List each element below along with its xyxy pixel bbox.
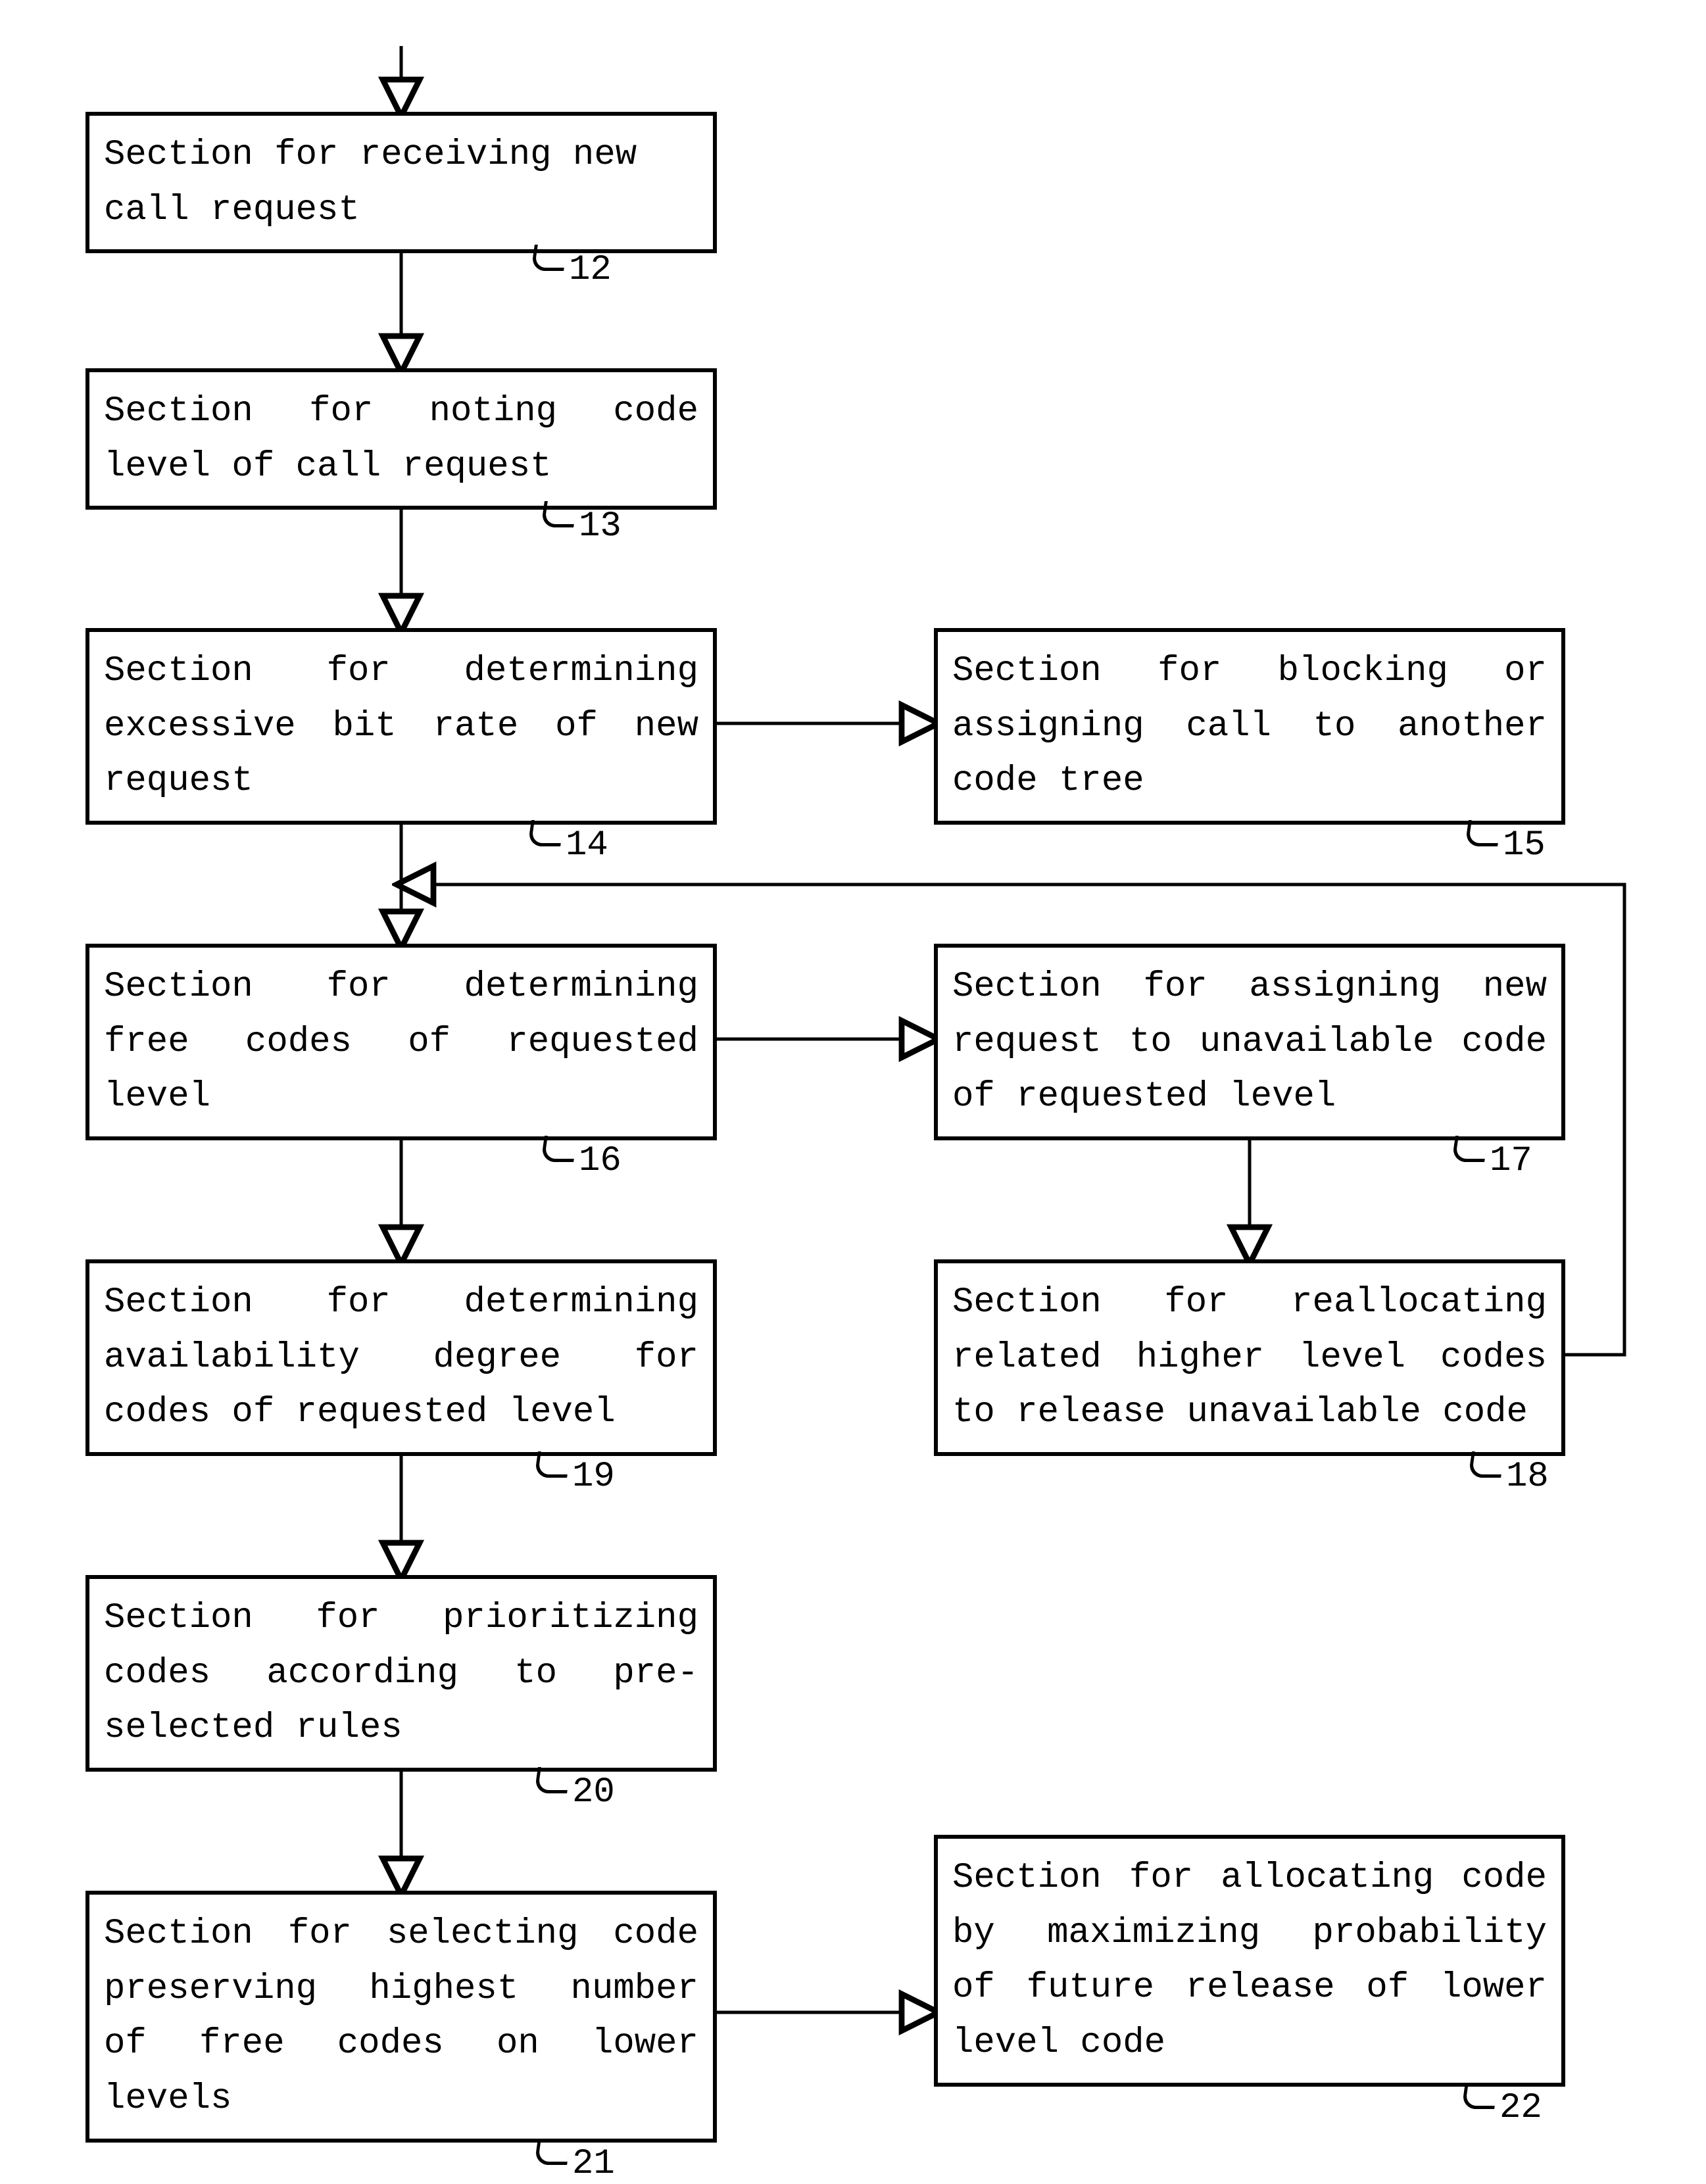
node-18-line-2: to release unavailable code	[952, 1385, 1547, 1440]
ref-label-14: 14	[566, 825, 608, 865]
node-19-line-1: availability degree for	[104, 1330, 698, 1386]
node-22-line-1: by maximizing probability	[952, 1906, 1547, 1961]
ref-tick-15	[1465, 820, 1501, 846]
ref-tick-16	[541, 1136, 577, 1162]
ref-label-21: 21	[572, 2144, 615, 2184]
ref-tick-22	[1461, 2083, 1498, 2109]
ref-tick-17	[1451, 1136, 1488, 1162]
node-20: Section for prioritizingcodes according …	[85, 1575, 717, 1772]
ref-label-13: 13	[579, 506, 621, 546]
node-12: Section for receiving new call request	[85, 112, 717, 253]
node-22-line-2: of future release of lower	[952, 1960, 1547, 2016]
node-15: Section for blocking orassigning call to…	[934, 628, 1565, 825]
node-20-line-1: codes according to pre-	[104, 1646, 698, 1701]
ref-tick-14	[527, 820, 564, 846]
ref-tick-19	[534, 1451, 571, 1478]
node-19-line-0: Section for determining	[104, 1275, 698, 1330]
node-15-line-2: code tree	[952, 754, 1547, 809]
node-18-line-0: Section for reallocating	[952, 1275, 1547, 1330]
node-14-line-0: Section for determining	[104, 644, 698, 699]
node-17-line-2: of requested level	[952, 1069, 1547, 1125]
ref-label-12: 12	[569, 250, 612, 290]
node-14: Section for determiningexcessive bit rat…	[85, 628, 717, 825]
ref-tick-12	[531, 245, 568, 271]
node-16-line-0: Section for determining	[104, 959, 698, 1015]
node-22-line-0: Section for allocating code	[952, 1851, 1547, 1906]
node-20-line-0: Section for prioritizing	[104, 1591, 698, 1646]
node-20-line-2: selected rules	[104, 1701, 698, 1756]
node-17-line-1: request to unavailable code	[952, 1015, 1547, 1070]
node-16: Section for determiningfree codes of req…	[85, 944, 717, 1140]
ref-tick-18	[1468, 1451, 1505, 1478]
node-21-line-0: Section for selecting code	[104, 1906, 698, 1962]
node-16-line-1: free codes of requested	[104, 1015, 698, 1070]
node-18: Section for reallocatingrelated higher l…	[934, 1259, 1565, 1456]
ref-label-18: 18	[1506, 1457, 1549, 1497]
node-16-line-2: level	[104, 1069, 698, 1125]
node-22: Section for allocating codeby maximizing…	[934, 1835, 1565, 2087]
flowchart-canvas: Section for receiving new call request 12…	[0, 0, 1706, 2099]
ref-label-17: 17	[1490, 1141, 1532, 1181]
node-14-line-2: request	[104, 754, 698, 809]
node-21-line-1: preserving highest number	[104, 1962, 698, 2017]
ref-label-22: 22	[1499, 2088, 1542, 2128]
ref-tick-20	[534, 1767, 571, 1793]
node-22-line-3: level code	[952, 2016, 1547, 2071]
node-21-line-3: levels	[104, 2072, 698, 2127]
ref-label-16: 16	[579, 1141, 621, 1181]
node-17: Section for assigning newrequest to unav…	[934, 944, 1565, 1140]
ref-tick-21	[534, 2139, 571, 2165]
node-19: Section for determiningavailability degr…	[85, 1259, 717, 1456]
node-21-line-2: of free codes on lower	[104, 2016, 698, 2072]
node-21: Section for selecting codepreserving hig…	[85, 1891, 717, 2143]
node-14-line-1: excessive bit rate of new	[104, 699, 698, 754]
ref-label-15: 15	[1503, 825, 1546, 865]
node-18-line-1: related higher level codes	[952, 1330, 1547, 1386]
node-17-line-0: Section for assigning new	[952, 959, 1547, 1015]
node-13-line-0: Section for noting code	[104, 384, 698, 439]
node-15-line-1: assigning call to another	[952, 699, 1547, 754]
ref-tick-13	[541, 501, 577, 527]
ref-label-20: 20	[572, 1772, 615, 1812]
node-13-line-1: level of call request	[104, 439, 698, 495]
node-19-line-2: codes of requested level	[104, 1385, 698, 1440]
node-13: Section for noting codelevel of call req…	[85, 368, 717, 510]
node-15-line-0: Section for blocking or	[952, 644, 1547, 699]
ref-label-19: 19	[572, 1457, 615, 1497]
node-12-text: Section for receiving new call request	[104, 135, 637, 230]
